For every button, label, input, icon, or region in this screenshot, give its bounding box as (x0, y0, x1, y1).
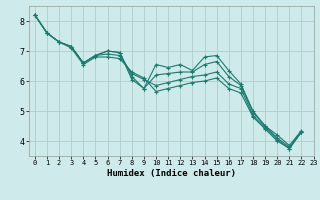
X-axis label: Humidex (Indice chaleur): Humidex (Indice chaleur) (107, 169, 236, 178)
